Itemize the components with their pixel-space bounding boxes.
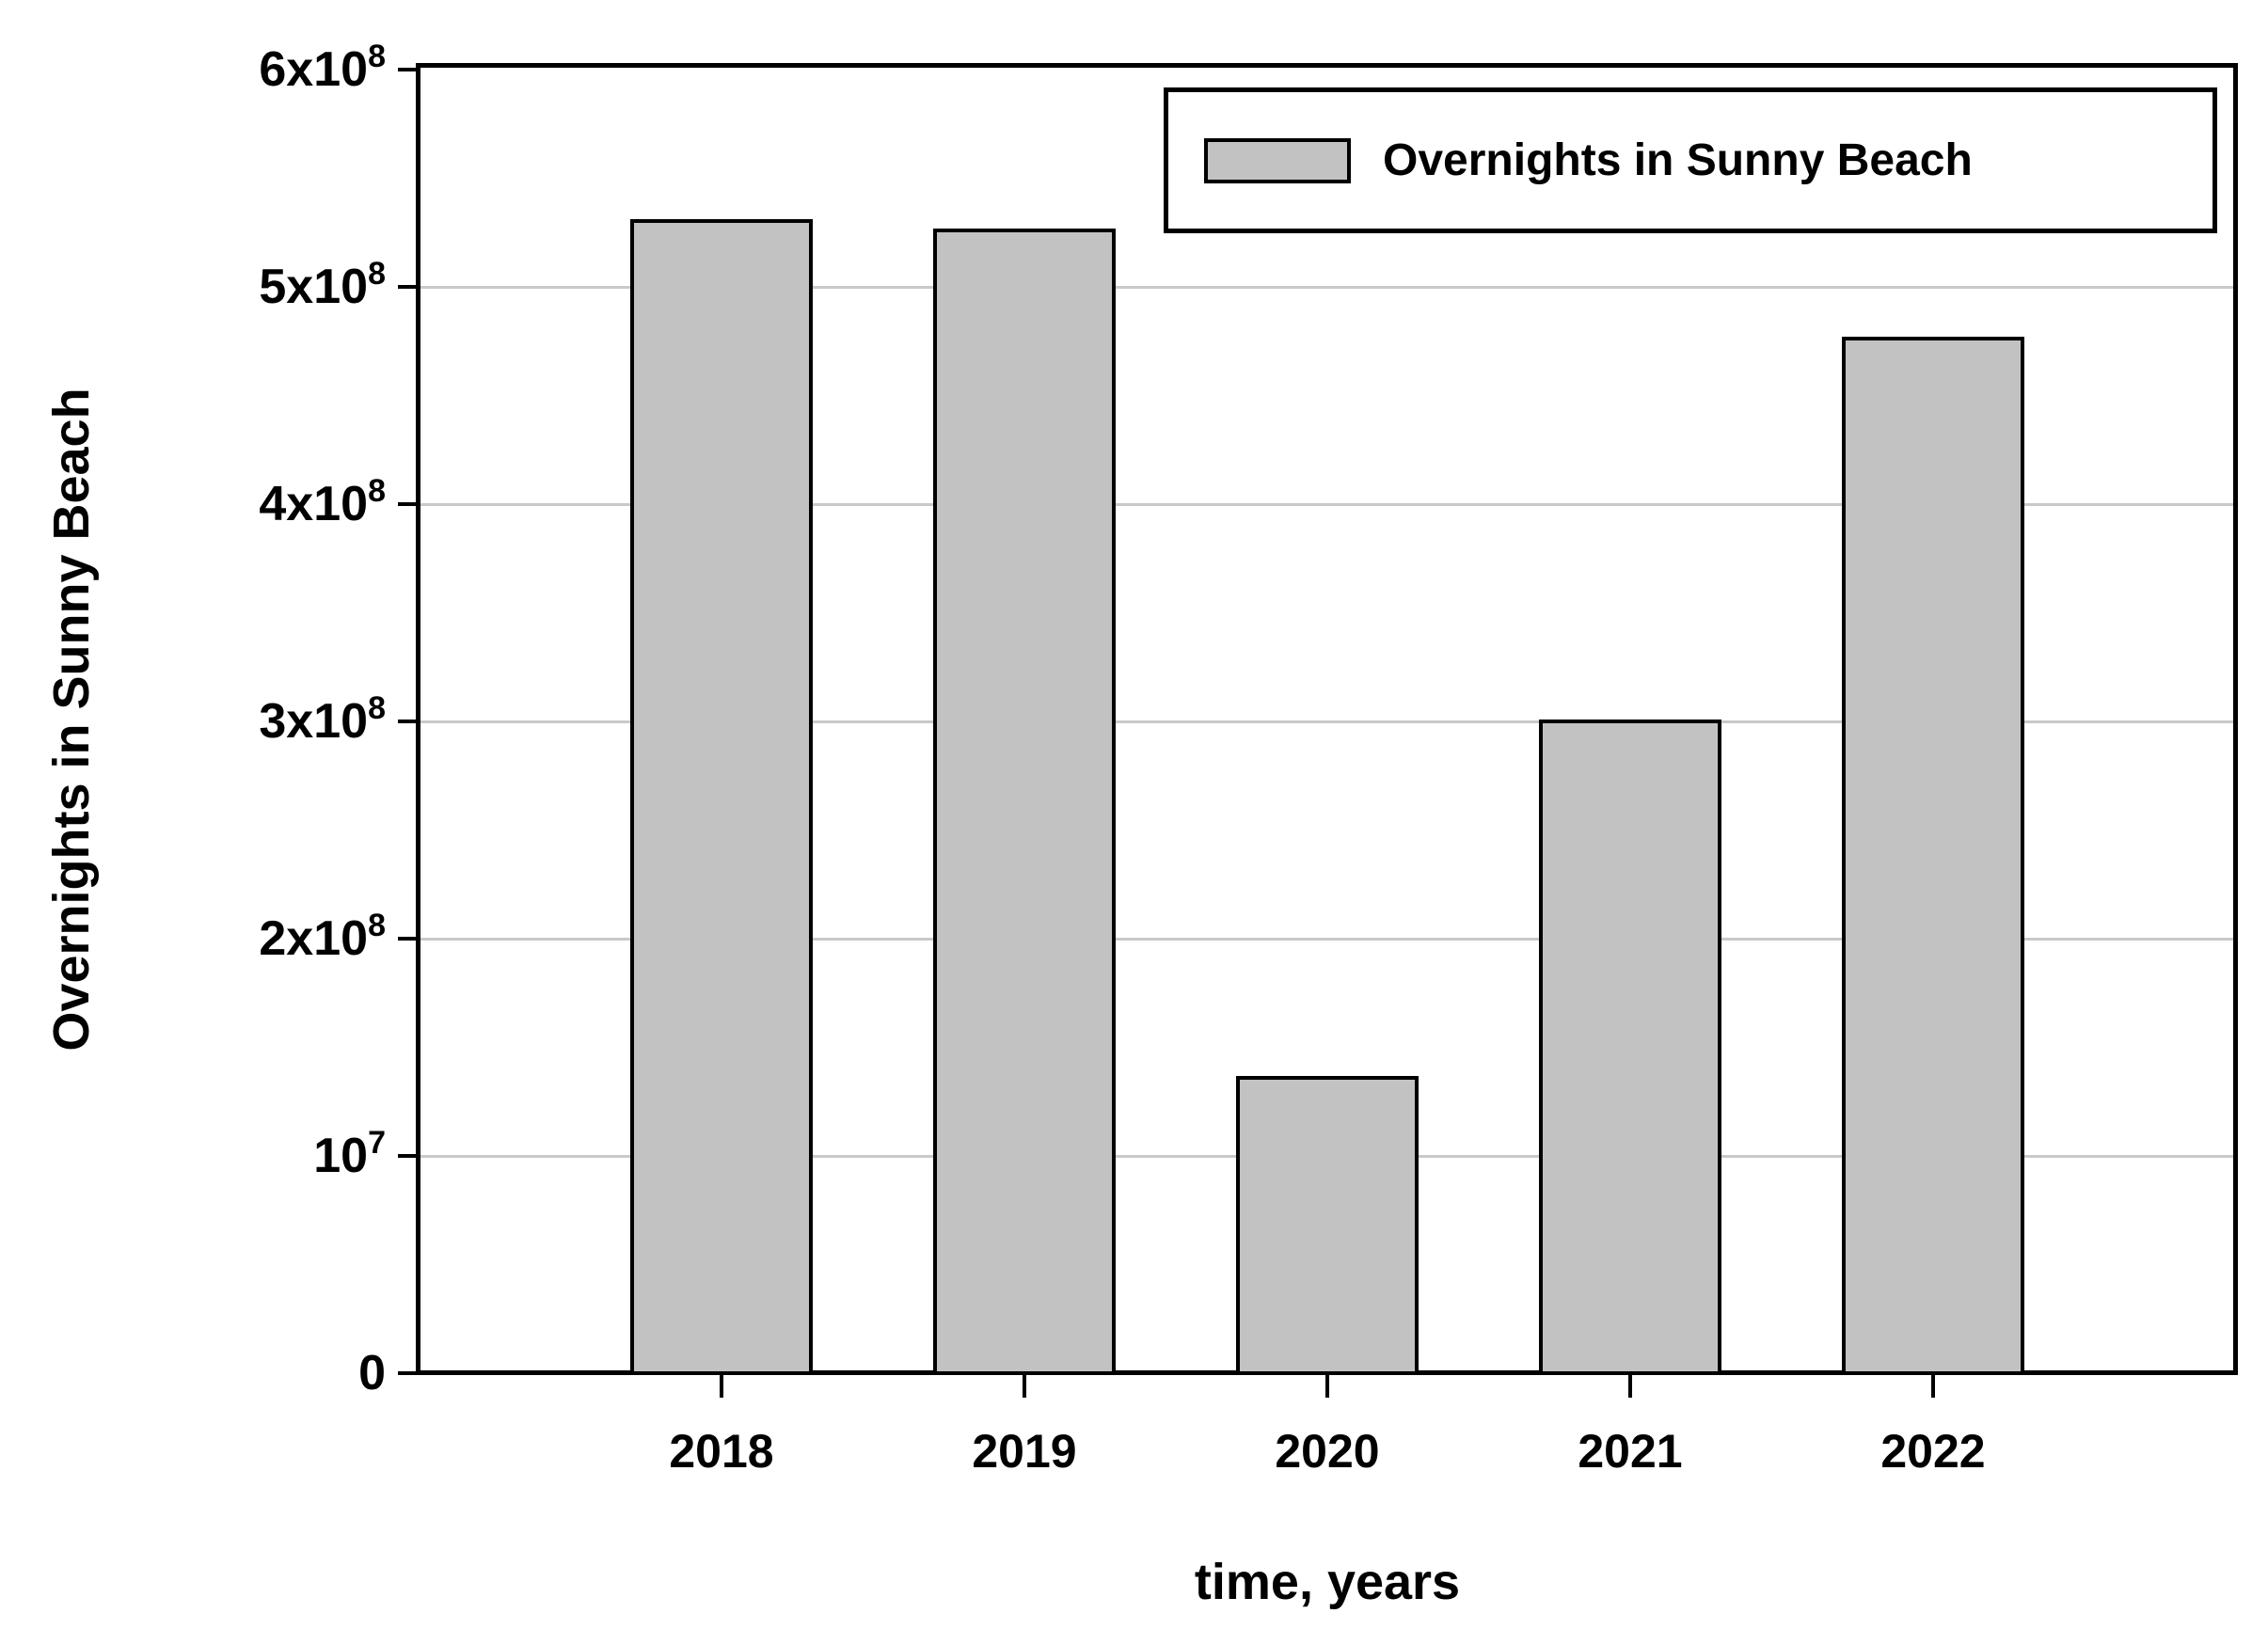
- legend: Overnights in Sunny Beach: [1164, 87, 2217, 233]
- x-axis-tick: [1325, 1375, 1329, 1398]
- y-tick-label: 2x108: [259, 908, 386, 966]
- y-tick-label: 4x108: [259, 473, 386, 531]
- y-gridline: [420, 720, 2234, 723]
- y-tick-label: 107: [313, 1125, 386, 1183]
- x-tick-label-2020: 2020: [1275, 1425, 1380, 1478]
- y-axis-tick: [398, 720, 419, 723]
- y-axis-tick: [398, 1154, 419, 1158]
- y-axis-tick: [398, 1371, 419, 1375]
- x-tick-label-2022: 2022: [1880, 1425, 1986, 1478]
- y-tick-label: 6x108: [259, 39, 386, 97]
- bar-2018: [630, 219, 813, 1375]
- bar-2019: [933, 229, 1116, 1375]
- legend-label: Overnights in Sunny Beach: [1383, 134, 1973, 185]
- y-gridline: [420, 938, 2234, 941]
- bar-2020: [1236, 1076, 1419, 1375]
- legend-swatch: [1204, 137, 1351, 183]
- x-tick-label-2018: 2018: [669, 1425, 774, 1478]
- y-axis-tick: [398, 937, 419, 941]
- y-gridline: [420, 503, 2234, 506]
- y-axis-title: Overnights in Sunny Beach: [43, 388, 100, 1052]
- y-tick-label: 5x108: [259, 256, 386, 314]
- x-tick-label-2019: 2019: [972, 1425, 1077, 1478]
- x-tick-label-2021: 2021: [1578, 1425, 1683, 1478]
- x-axis-tick: [1628, 1375, 1632, 1398]
- x-axis-tick: [720, 1375, 723, 1398]
- y-axis-tick: [398, 285, 419, 289]
- y-axis-tick: [398, 68, 419, 71]
- x-axis-tick: [1023, 1375, 1026, 1398]
- y-tick-label: 0: [358, 1346, 386, 1400]
- x-axis-tick: [1931, 1375, 1935, 1398]
- y-tick-label: 3x108: [259, 690, 386, 749]
- y-gridline: [420, 286, 2234, 289]
- bar-2022: [1842, 337, 2024, 1375]
- y-axis-tick: [398, 502, 419, 506]
- bar-2021: [1539, 720, 1721, 1375]
- x-axis-title: time, years: [1194, 1554, 1461, 1610]
